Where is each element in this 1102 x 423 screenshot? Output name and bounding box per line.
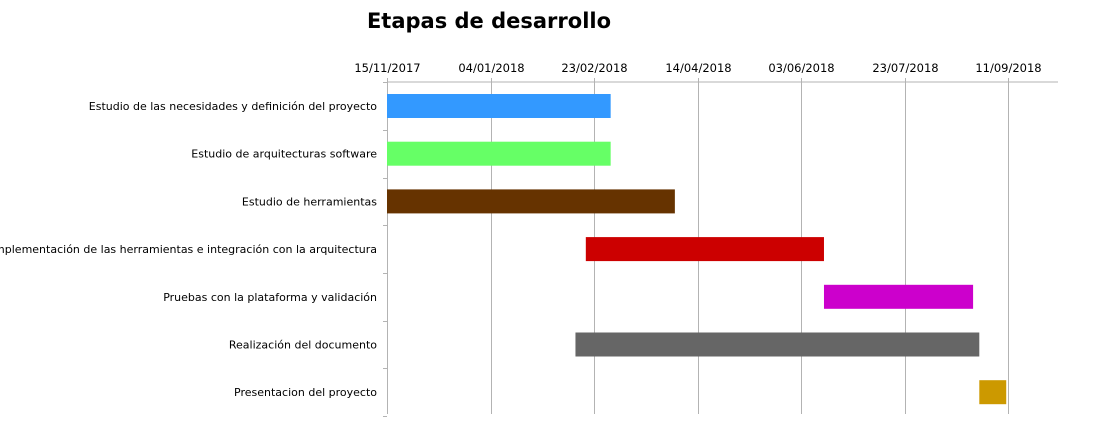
task-label: Realización del documento — [229, 339, 377, 352]
x-tick-label: 23/07/2018 — [872, 61, 938, 75]
x-tick-label: 04/01/2018 — [458, 61, 524, 75]
task-label: Estudio de las necesidades y definición … — [89, 100, 377, 113]
task-bar — [585, 237, 824, 262]
task-bar — [575, 332, 980, 357]
task-bar — [823, 284, 974, 309]
task-label: Implementación de las herramientas e int… — [0, 243, 377, 256]
x-tick-label: 11/09/2018 — [975, 61, 1041, 75]
task-label: Pruebas con la plataforma y validación — [163, 291, 377, 304]
x-tick-label: 15/11/2017 — [354, 61, 420, 75]
task-bar — [979, 380, 1007, 405]
task-bar — [387, 189, 675, 214]
task-labels: Estudio de las necesidades y definición … — [0, 100, 377, 399]
task-label: Estudio de herramientas — [242, 195, 377, 208]
task-bars — [387, 94, 1007, 405]
task-bar — [387, 94, 611, 118]
task-label: Presentacion del proyecto — [234, 386, 377, 399]
x-tick-label: 03/06/2018 — [768, 61, 834, 75]
task-bar — [387, 141, 611, 166]
x-tick-label: 14/04/2018 — [665, 61, 731, 75]
chart-title: Etapas de desarrollo — [367, 9, 611, 33]
task-label: Estudio de arquitecturas software — [191, 148, 377, 161]
x-tick-label: 23/02/2018 — [561, 61, 627, 75]
x-axis-ticks: 15/11/2017 04/01/2018 23/02/2018 14/04/2018… — [354, 61, 1041, 75]
